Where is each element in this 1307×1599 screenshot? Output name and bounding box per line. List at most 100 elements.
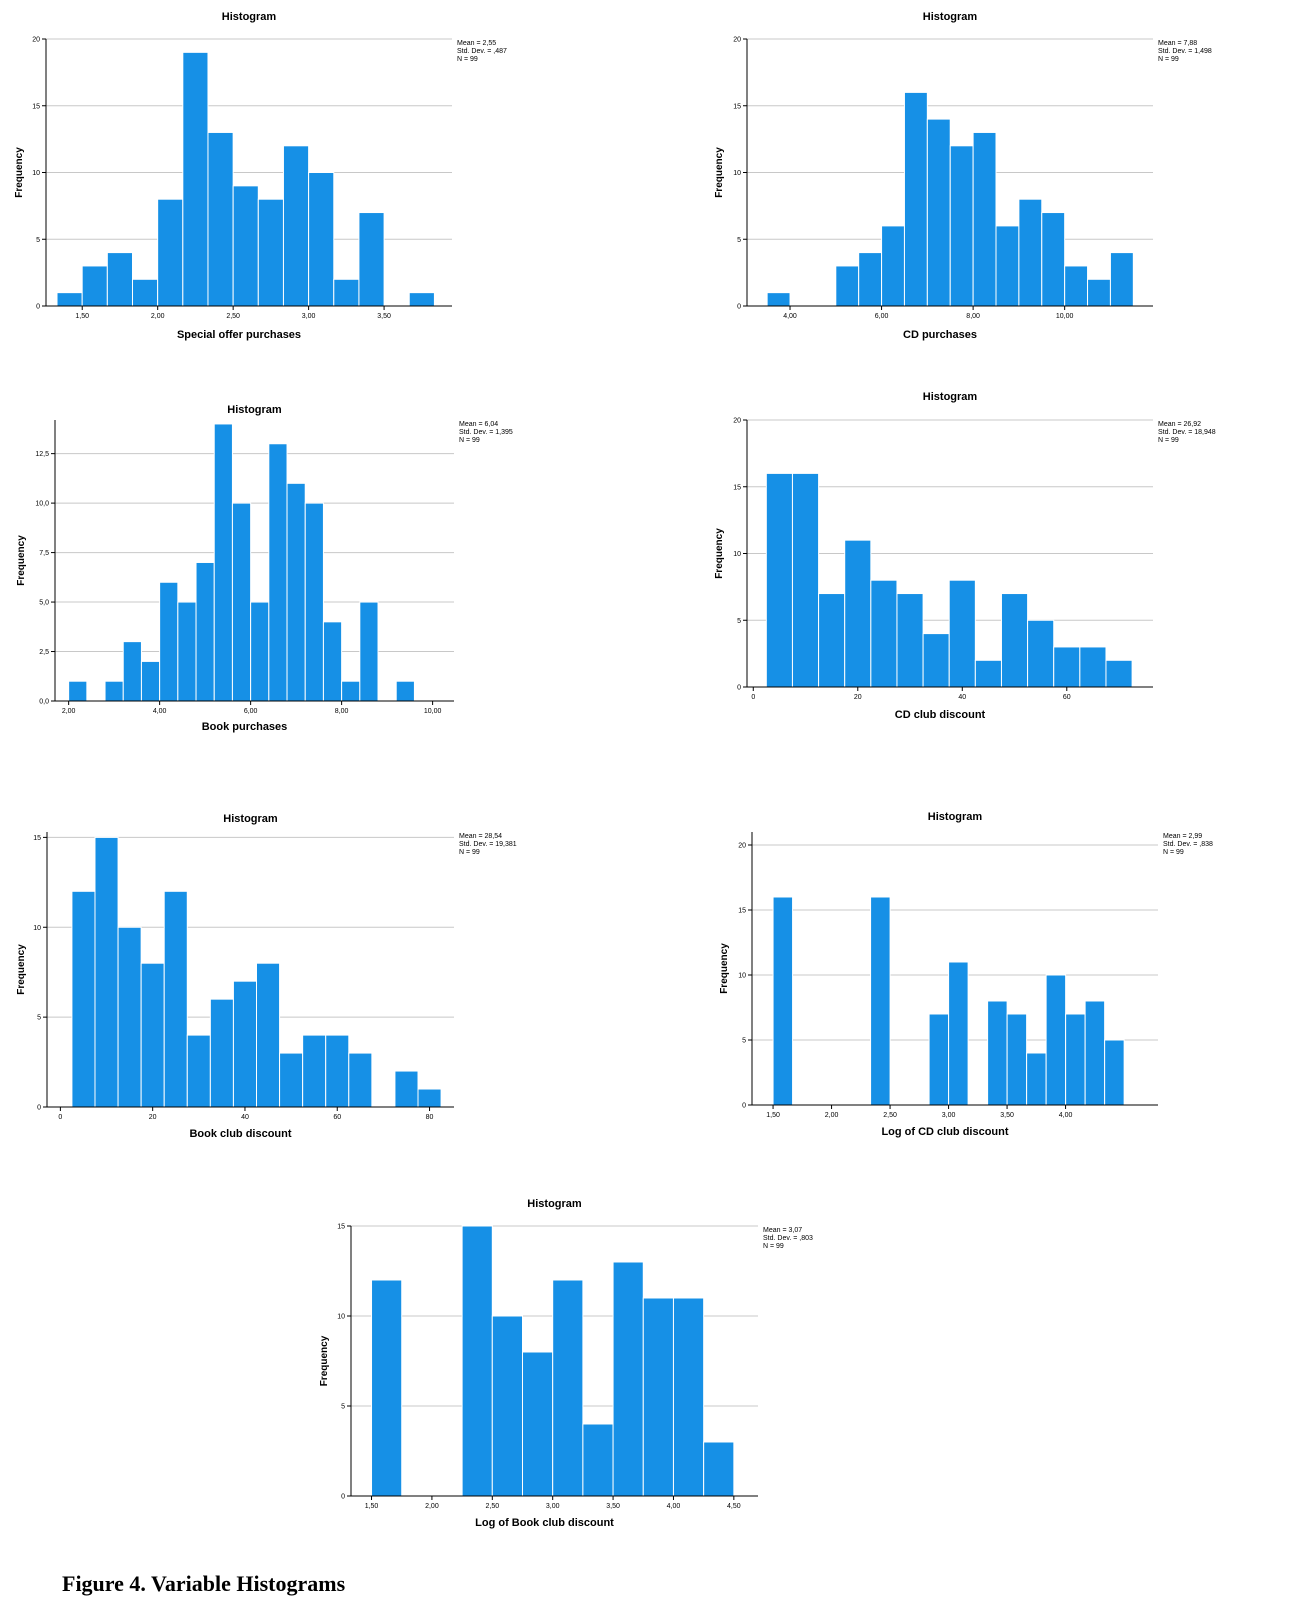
histogram-bar	[308, 172, 335, 307]
histogram-bar	[302, 1034, 327, 1108]
stats-line: N = 99	[1158, 437, 1179, 444]
y-tick-label: 10,0	[35, 501, 49, 508]
histogram-bar	[140, 660, 161, 702]
x-tick-label: 3,50	[1000, 1112, 1014, 1119]
x-axis-label: CD club discount	[895, 709, 986, 721]
stats-line: N = 99	[457, 56, 478, 63]
x-tick-label: 40	[241, 1114, 249, 1121]
histogram-bar	[818, 593, 846, 688]
histogram-bar	[106, 252, 133, 307]
x-tick-label: 2,00	[425, 1503, 439, 1510]
histogram-bar	[1105, 659, 1133, 688]
y-axis-label: Frequency	[714, 147, 725, 198]
histogram-bar	[358, 212, 385, 307]
stats-line: Std. Dev. = 1,395	[459, 429, 513, 436]
histogram-bar	[791, 472, 820, 688]
y-tick-label: 5	[36, 237, 40, 244]
histogram-bar	[279, 1052, 304, 1108]
histogram-bar	[209, 998, 234, 1108]
y-axis-label: Frequency	[319, 1335, 330, 1386]
x-tick-label: 40	[958, 694, 966, 701]
histogram-bar	[1000, 593, 1029, 688]
histogram-bar	[213, 423, 233, 702]
histogram-bar	[903, 91, 928, 307]
x-tick-label: 6,00	[875, 313, 889, 320]
histogram-bar	[896, 593, 924, 688]
chart-title: Histogram	[223, 813, 278, 825]
histogram-bar	[207, 131, 234, 307]
histogram-bar	[322, 621, 343, 702]
stats-line: Std. Dev. = 19,381	[459, 841, 517, 848]
x-axis-label: Special offer purchases	[177, 329, 301, 341]
y-tick-label: 20	[733, 418, 741, 425]
x-tick-label: 4,00	[153, 708, 167, 715]
histogram-bar	[765, 472, 793, 688]
histogram-bar	[552, 1279, 584, 1497]
histogram-bar	[286, 482, 306, 702]
y-tick-label: 0	[341, 1494, 345, 1501]
histogram-bar	[995, 225, 1020, 307]
histogram-panel: 0 5 10 15 1,50 2,00 2,50 3,00 3,50 4,00 4,50 Histog…	[319, 1198, 813, 1529]
histogram-bar	[642, 1297, 674, 1497]
histogram-bar	[255, 962, 281, 1108]
y-tick-label: 7,5	[39, 550, 49, 557]
stats-line: Std. Dev. = ,838	[1163, 841, 1213, 848]
histogram-bar	[974, 659, 1002, 688]
x-tick-label: 1,50	[75, 313, 89, 320]
y-tick-label: 0	[737, 304, 741, 311]
x-tick-label: 3,50	[606, 1503, 620, 1510]
x-tick-label: 0	[58, 1114, 62, 1121]
stats-line: Std. Dev. = 18,948	[1158, 429, 1216, 436]
y-tick-label: 0	[737, 685, 741, 692]
histogram-bar	[1079, 646, 1107, 688]
histogram-bar	[870, 896, 891, 1106]
y-axis-label: Frequency	[14, 147, 25, 198]
histogram-bar	[81, 265, 108, 307]
histogram-bar	[1084, 1000, 1106, 1106]
histogram-bar	[612, 1261, 644, 1497]
histogram-bar	[325, 1034, 350, 1108]
histogram-bar	[157, 198, 184, 307]
stats-line: Mean = 28,54	[459, 833, 502, 840]
x-tick-label: 60	[333, 1114, 341, 1121]
x-tick-label: 8,00	[966, 313, 980, 320]
x-axis-label: CD purchases	[903, 329, 977, 341]
histogram-bar	[1045, 974, 1067, 1106]
stats-line: N = 99	[1163, 849, 1184, 856]
histogram-bar	[71, 890, 96, 1108]
histogram-panel: 0 5 10 15 20 0 20 40 60 Histogram CD club discount…	[714, 391, 1216, 721]
histogram-bar	[870, 579, 898, 688]
histogram-bar	[521, 1351, 554, 1497]
x-tick-label: 8,00	[335, 708, 349, 715]
stats-line: Mean = 6,04	[459, 421, 498, 428]
y-tick-label: 0	[742, 1103, 746, 1110]
y-tick-label: 5	[742, 1038, 746, 1045]
histogram-panel: 0 5 10 15 20 1,50 2,00 2,50 3,00 3,50 Histogram Spe…	[14, 11, 507, 341]
histogram-bar	[858, 252, 883, 307]
x-axis-label: Log of CD club discount	[881, 1126, 1008, 1138]
stats-line: Mean = 2,99	[1163, 833, 1202, 840]
y-tick-label: 5	[37, 1015, 41, 1022]
histogram-bar	[182, 51, 209, 307]
histogram-bar	[1026, 1052, 1047, 1106]
chart-title: Histogram	[928, 811, 983, 823]
y-tick-label: 15	[738, 908, 746, 915]
stats-line: N = 99	[1158, 56, 1179, 63]
y-axis-label: Frequency	[719, 943, 730, 994]
histogram-bar	[122, 641, 142, 702]
histogram-bar	[926, 118, 951, 307]
y-tick-label: 15	[733, 484, 741, 491]
histogram-bar	[140, 962, 165, 1108]
histogram-bar	[881, 225, 905, 307]
histogram-bar	[582, 1423, 614, 1497]
y-axis-label: Frequency	[16, 535, 27, 586]
histogram-bar	[948, 961, 969, 1106]
histogram-bar	[772, 896, 794, 1106]
stats-line: N = 99	[459, 437, 480, 444]
y-tick-label: 15	[733, 103, 741, 110]
y-tick-label: 20	[32, 37, 40, 44]
x-tick-label: 4,00	[667, 1503, 681, 1510]
x-tick-label: 10,00	[424, 708, 442, 715]
y-tick-label: 10	[738, 973, 746, 980]
